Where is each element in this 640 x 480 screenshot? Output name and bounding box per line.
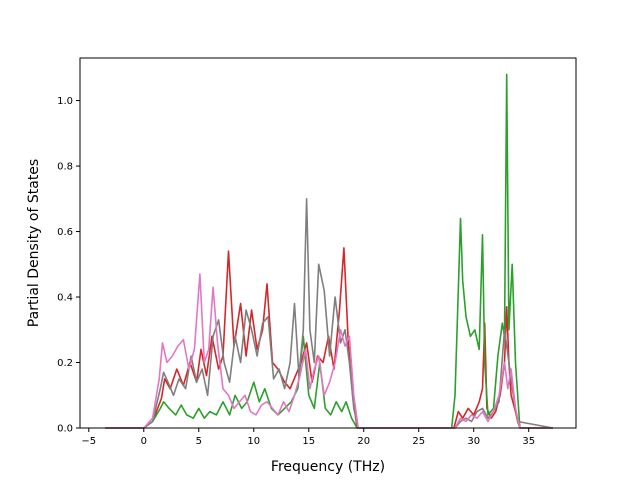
x-tick-label: 20 — [357, 436, 370, 447]
x-axis-label: Frequency (THz) — [271, 459, 385, 475]
y-tick-label: 0.0 — [57, 424, 73, 435]
ticks-layer: −5 0 5 10 15 20 25 30 35 0.0 0.2 0.4 0.6 0.8 1.0 — [57, 96, 535, 447]
series-line-4 — [105, 273, 553, 429]
series-line-3 — [105, 198, 554, 429]
plot-frame — [79, 57, 577, 429]
x-tick-label: 25 — [412, 436, 425, 447]
y-tick-label: 1.0 — [57, 96, 73, 107]
y-tick-label: 0.2 — [57, 358, 73, 369]
x-tick-label: 15 — [302, 436, 315, 447]
y-tick-label: 0.8 — [57, 162, 73, 173]
x-tick-label: 30 — [467, 436, 480, 447]
series-layer — [105, 73, 554, 429]
y-axis-label: Partial Density of States — [26, 159, 42, 327]
x-tick-label: 10 — [247, 436, 260, 447]
x-tick-label: −5 — [81, 436, 96, 447]
series-line-2 — [105, 73, 553, 429]
y-tick-label: 0.6 — [57, 227, 73, 238]
x-tick-label: 35 — [522, 436, 535, 447]
series-line-1 — [105, 247, 553, 429]
x-tick-label: 0 — [141, 436, 147, 447]
x-tick-label: 5 — [196, 436, 202, 447]
y-tick-label: 0.4 — [57, 293, 73, 304]
